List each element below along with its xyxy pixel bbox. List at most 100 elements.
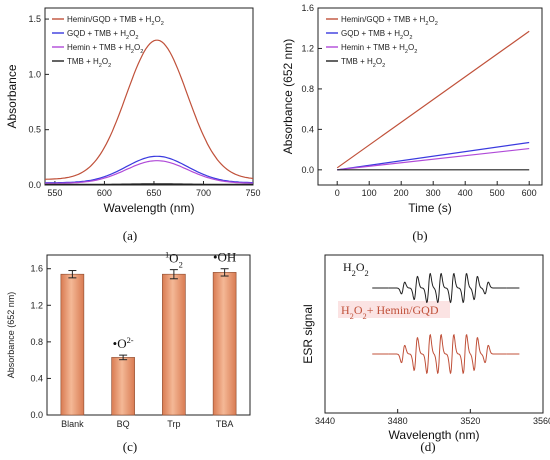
x-tick-label: 600 [97, 188, 112, 198]
legend-label-sub: 2 [140, 49, 143, 55]
x-tick-label: 700 [196, 188, 211, 198]
legend-label-base: Hemin/GQD + TMB + H [67, 15, 152, 24]
legend-label: GQD + TMB + H2O2 [341, 29, 412, 41]
legend-label-base: Hemin/GQD + TMB + H [341, 15, 426, 24]
x-tick-label: 200 [394, 188, 409, 198]
bar [111, 357, 135, 416]
series-label-sub: 2 [365, 269, 369, 278]
series-line [45, 183, 253, 185]
legend-label-sub: 2 [435, 21, 438, 27]
series-line [44, 155, 253, 184]
legend-label-sub: 2 [99, 63, 102, 69]
panel-c: 0.0 0.4 0.8 1.2 1.6 Absorbance (652 nm) Blank B… [6, 250, 251, 454]
legend-label-base: GQD + TMB + H [67, 29, 126, 38]
legend-label-base: TMB + H [67, 57, 99, 66]
legend-label-sub: 2 [126, 35, 129, 41]
legend-label-sub: 2 [400, 35, 403, 41]
panel-label: (a) [123, 228, 137, 243]
panel-label: (d) [420, 439, 435, 454]
legend-label-mid: O [428, 15, 434, 24]
annotation-base: O [169, 251, 178, 266]
y-tick-label: 0.0 [301, 165, 314, 175]
legend-label-sub: 2 [108, 63, 111, 69]
legend-label-mid: O [102, 57, 108, 66]
annotation-pre-sup: 1 [165, 250, 169, 260]
x-tick-label: 0 [335, 188, 340, 198]
series-label-base: H [343, 260, 352, 274]
y-tick-label: 1.2 [30, 300, 43, 310]
legend-label-sub: 2 [425, 21, 428, 27]
y-tick-label: 0.0 [30, 410, 43, 420]
legend-label-sub: 2 [414, 49, 417, 55]
series-line [44, 39, 254, 180]
x-tick-label: 3520 [460, 416, 480, 426]
x-tick-label: 500 [490, 188, 505, 198]
legend-label-mid: O [134, 43, 140, 52]
annotation-dot: • [113, 336, 118, 351]
legend-label: Hemin + TMB + H2O2 [341, 43, 417, 55]
y-tick-label: 0.8 [30, 337, 43, 347]
legend-label: TMB + H2O2 [67, 57, 111, 69]
legend-label-sub: 2 [405, 49, 408, 55]
annotation-base: O [117, 336, 126, 351]
legend-label-sub: 2 [131, 49, 134, 55]
annotation-sup: 2- [127, 335, 134, 345]
y-axis-title: Absorbance (652 nm) [281, 39, 295, 154]
bar [60, 273, 85, 416]
y-tick-label: 0.5 [28, 125, 41, 135]
annotation-dot: • [213, 250, 218, 265]
legend-label-mid: O [408, 43, 414, 52]
x-tick-label: 650 [146, 188, 161, 198]
annotation-sub: 2 [179, 260, 183, 270]
esr-spectrum [388, 272, 507, 304]
plot-frame [46, 254, 251, 416]
esr-spectrum [388, 333, 507, 375]
x-tick-label: 100 [362, 188, 377, 198]
y-tick-label: 0.8 [301, 84, 314, 94]
x-tick-label: 750 [245, 188, 260, 198]
series-line [45, 160, 254, 184]
series-label-sub: 2 [363, 312, 367, 321]
series-label-mid: O [354, 303, 363, 317]
x-tick-label: 3440 [315, 416, 335, 426]
legend-label-sub: 2 [161, 21, 164, 27]
series-label-sub: 2 [350, 312, 354, 321]
panel-b: 0 100 200 300 400 500 600 0.0 0.4 0.8 1.2 1.6 Time (… [281, 3, 543, 243]
legend-label-mid: O [376, 57, 382, 66]
x-tick-label: Trp [167, 419, 180, 429]
series-label: H2O2 [343, 260, 369, 278]
legend-label-mid: O [129, 29, 135, 38]
plot-frame [324, 254, 544, 414]
panel-label: (c) [123, 439, 137, 454]
legend-label-base: GQD + TMB + H [341, 29, 400, 38]
y-tick-label: 1.2 [301, 43, 314, 53]
x-tick-label: 550 [47, 188, 62, 198]
x-axis-title: Wavelength (nm) [389, 428, 480, 442]
legend-label-sub: 2 [409, 35, 412, 41]
series-label-tail: + Hemin/GQD [367, 303, 439, 317]
plot-frame [317, 7, 543, 186]
x-tick-label: 3480 [388, 416, 408, 426]
x-tick-label: Blank [61, 419, 84, 429]
legend-label-base: Hemin + TMB + H [341, 43, 405, 52]
y-axis-title: Absorbance (652 nm) [6, 292, 16, 379]
panel-d: 3440 3480 3520 3560 Wavelength (nm) ESR signa… [301, 254, 550, 454]
y-tick-label: 1.5 [28, 14, 41, 24]
series-label-mid: O [356, 260, 365, 274]
x-tick-label: BQ [117, 419, 130, 429]
series-line [337, 141, 530, 171]
bar-annotation: •O2- [113, 335, 134, 351]
label-highlight [338, 301, 450, 318]
x-tick-label: 300 [426, 188, 441, 198]
legend-label: TMB + H2O2 [341, 57, 385, 69]
series-label: H2O2+ Hemin/GQD [341, 303, 439, 321]
annotation-base: OH [218, 250, 237, 265]
y-tick-label: 1.6 [301, 3, 314, 13]
legend-label: GQD + TMB + H2O2 [67, 29, 138, 41]
legend-label-sub: 2 [373, 63, 376, 69]
bar-annotation: •OH [213, 250, 236, 265]
y-tick-label: 0.0 [28, 180, 41, 190]
legend-label: Hemin + TMB + H2O2 [67, 43, 143, 55]
legend-label-base: Hemin + TMB + H [67, 43, 131, 52]
legend-label-mid: O [154, 15, 160, 24]
